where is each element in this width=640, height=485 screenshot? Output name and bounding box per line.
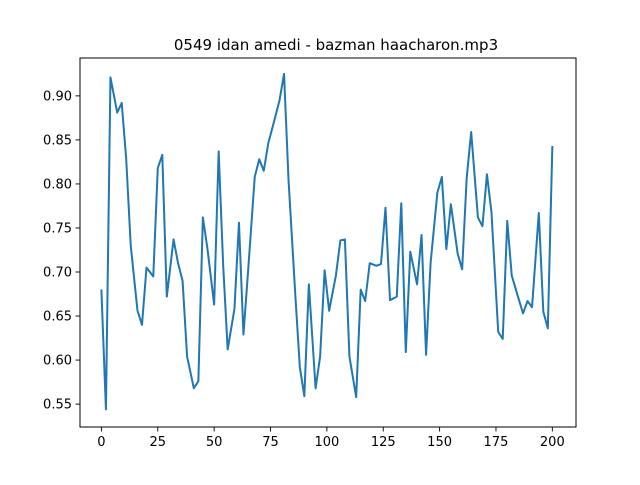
x-tick-label: 50: [206, 435, 223, 450]
series-line: [100, 72, 554, 411]
x-tick-label: 25: [150, 435, 167, 450]
x-tick-label: 125: [371, 435, 396, 450]
y-tick-label: 0.90: [43, 89, 72, 104]
y-tick-label: 0.65: [43, 310, 72, 325]
y-tick-label: 0.70: [43, 266, 72, 281]
plot-area-frame: [79, 57, 577, 428]
series-layer: [100, 72, 554, 411]
chart-title: 0549 idan amedi - bazman haacharon.mp3: [174, 36, 498, 54]
x-axis: 0 25 50 75 100 125 150 175 200: [97, 427, 565, 450]
y-tick-label: 0.80: [43, 177, 72, 192]
y-axis: 0.55 0.60 0.65 0.70 0.75 0.80 0.85 0.90: [43, 89, 80, 413]
y-tick-label: 0.75: [43, 221, 72, 236]
x-tick-label: 100: [314, 435, 339, 450]
x-tick-label: 150: [427, 435, 452, 450]
y-tick-label: 0.55: [43, 398, 72, 413]
x-tick-label: 75: [262, 435, 279, 450]
x-tick-label: 175: [484, 435, 509, 450]
x-tick-label: 200: [540, 435, 565, 450]
y-tick-label: 0.60: [43, 354, 72, 369]
y-tick-label: 0.85: [43, 133, 72, 148]
x-tick-label: 0: [97, 435, 105, 450]
